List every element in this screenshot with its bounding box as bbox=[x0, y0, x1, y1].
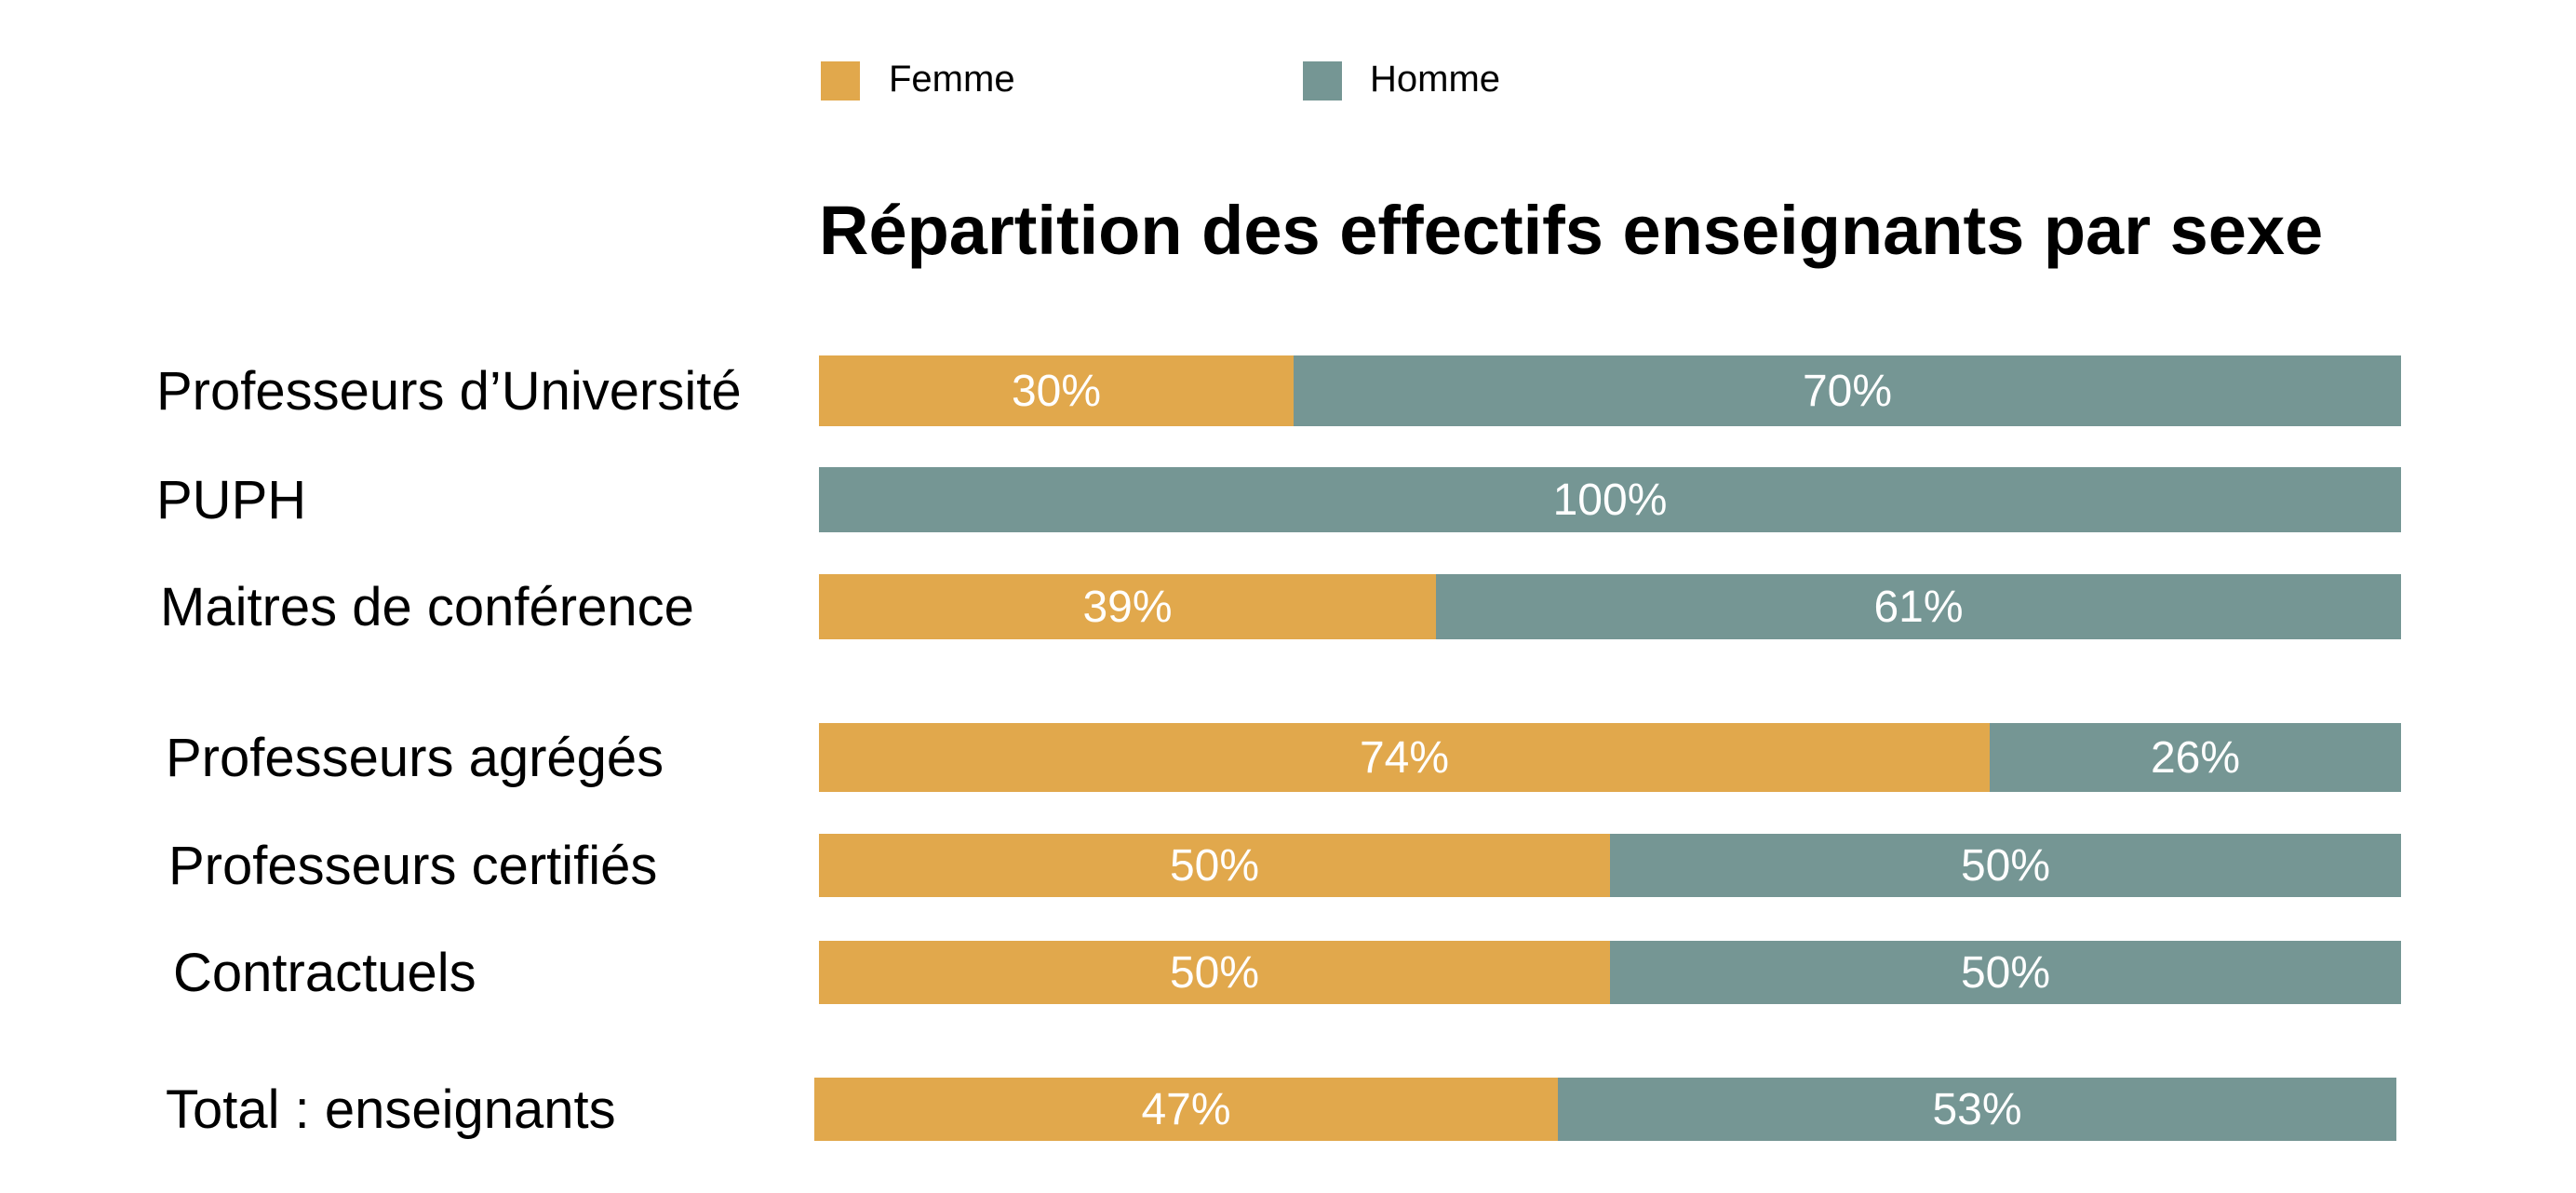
category-label-puph: PUPH bbox=[156, 470, 306, 530]
data-label-femme-maitres-de-conference: 39% bbox=[1082, 583, 1172, 632]
bar-homme-professeurs-d-universite bbox=[1294, 355, 2401, 426]
bar-homme-professeurs-agreges bbox=[1990, 723, 2401, 792]
category-label-professeurs-certifies: Professeurs certifiés bbox=[168, 836, 657, 896]
legend-label-femme: Femme bbox=[889, 59, 1015, 100]
data-label-femme-professeurs-certifies: 50% bbox=[1170, 841, 1259, 891]
category-label-professeurs-d-universite: Professeurs d’Université bbox=[156, 361, 742, 422]
bar-femme-professeurs-agreges bbox=[819, 723, 1990, 792]
legend-label-homme: Homme bbox=[1370, 59, 1500, 100]
legend-swatch-femme bbox=[821, 61, 860, 101]
category-label-contractuels: Contractuels bbox=[173, 943, 476, 1003]
data-label-femme-professeurs-d-universite: 30% bbox=[1012, 367, 1101, 416]
bar-femme-contractuels bbox=[819, 941, 1610, 1004]
bar-homme-puph bbox=[819, 467, 2401, 532]
category-label-total-enseignants: Total : enseignants bbox=[166, 1079, 616, 1140]
bar-femme-total-enseignants bbox=[814, 1078, 1558, 1141]
bar-femme-professeurs-d-universite bbox=[819, 355, 1294, 426]
bar-homme-maitres-de-conference bbox=[1436, 574, 2401, 639]
data-label-homme-professeurs-d-universite: 70% bbox=[1803, 367, 1892, 416]
data-label-homme-professeurs-certifies: 50% bbox=[1961, 841, 2050, 891]
category-labels: Professeurs d’Université PUPH Maitres de c… bbox=[156, 361, 742, 1140]
legend: Femme Homme bbox=[821, 59, 1500, 101]
data-label-femme-professeurs-agreges: 74% bbox=[1360, 733, 1449, 783]
category-label-professeurs-agreges: Professeurs agrégés bbox=[166, 728, 664, 788]
category-label-maitres-de-conference: Maitres de conférence bbox=[160, 577, 694, 637]
bar-homme-total-enseignants bbox=[1558, 1078, 2396, 1141]
bar-homme-professeurs-certifies bbox=[1610, 834, 2401, 897]
chart-title: Répartition des effectifs enseignants pa… bbox=[819, 192, 2323, 269]
data-label-femme-total-enseignants: 47% bbox=[1141, 1085, 1230, 1134]
data-label-homme-total-enseignants: 53% bbox=[1932, 1085, 2021, 1134]
bar-homme-contractuels bbox=[1610, 941, 2401, 1004]
bar-femme-professeurs-certifies bbox=[819, 834, 1610, 897]
bar-femme-maitres-de-conference bbox=[819, 574, 1436, 639]
legend-swatch-homme bbox=[1303, 61, 1342, 101]
data-label-homme-professeurs-agreges: 26% bbox=[2151, 733, 2240, 783]
data-label-homme-puph: 100% bbox=[1553, 476, 1668, 525]
data-labels: 30% 70% 100% 39% 61% 74% 26% 50% 50% 50% 50% 47% 53% bbox=[1012, 367, 2240, 1134]
data-label-homme-contractuels: 50% bbox=[1961, 948, 2050, 998]
bars bbox=[814, 355, 2401, 1141]
data-label-femme-contractuels: 50% bbox=[1170, 948, 1259, 998]
data-label-homme-maitres-de-conference: 61% bbox=[1873, 583, 1963, 632]
